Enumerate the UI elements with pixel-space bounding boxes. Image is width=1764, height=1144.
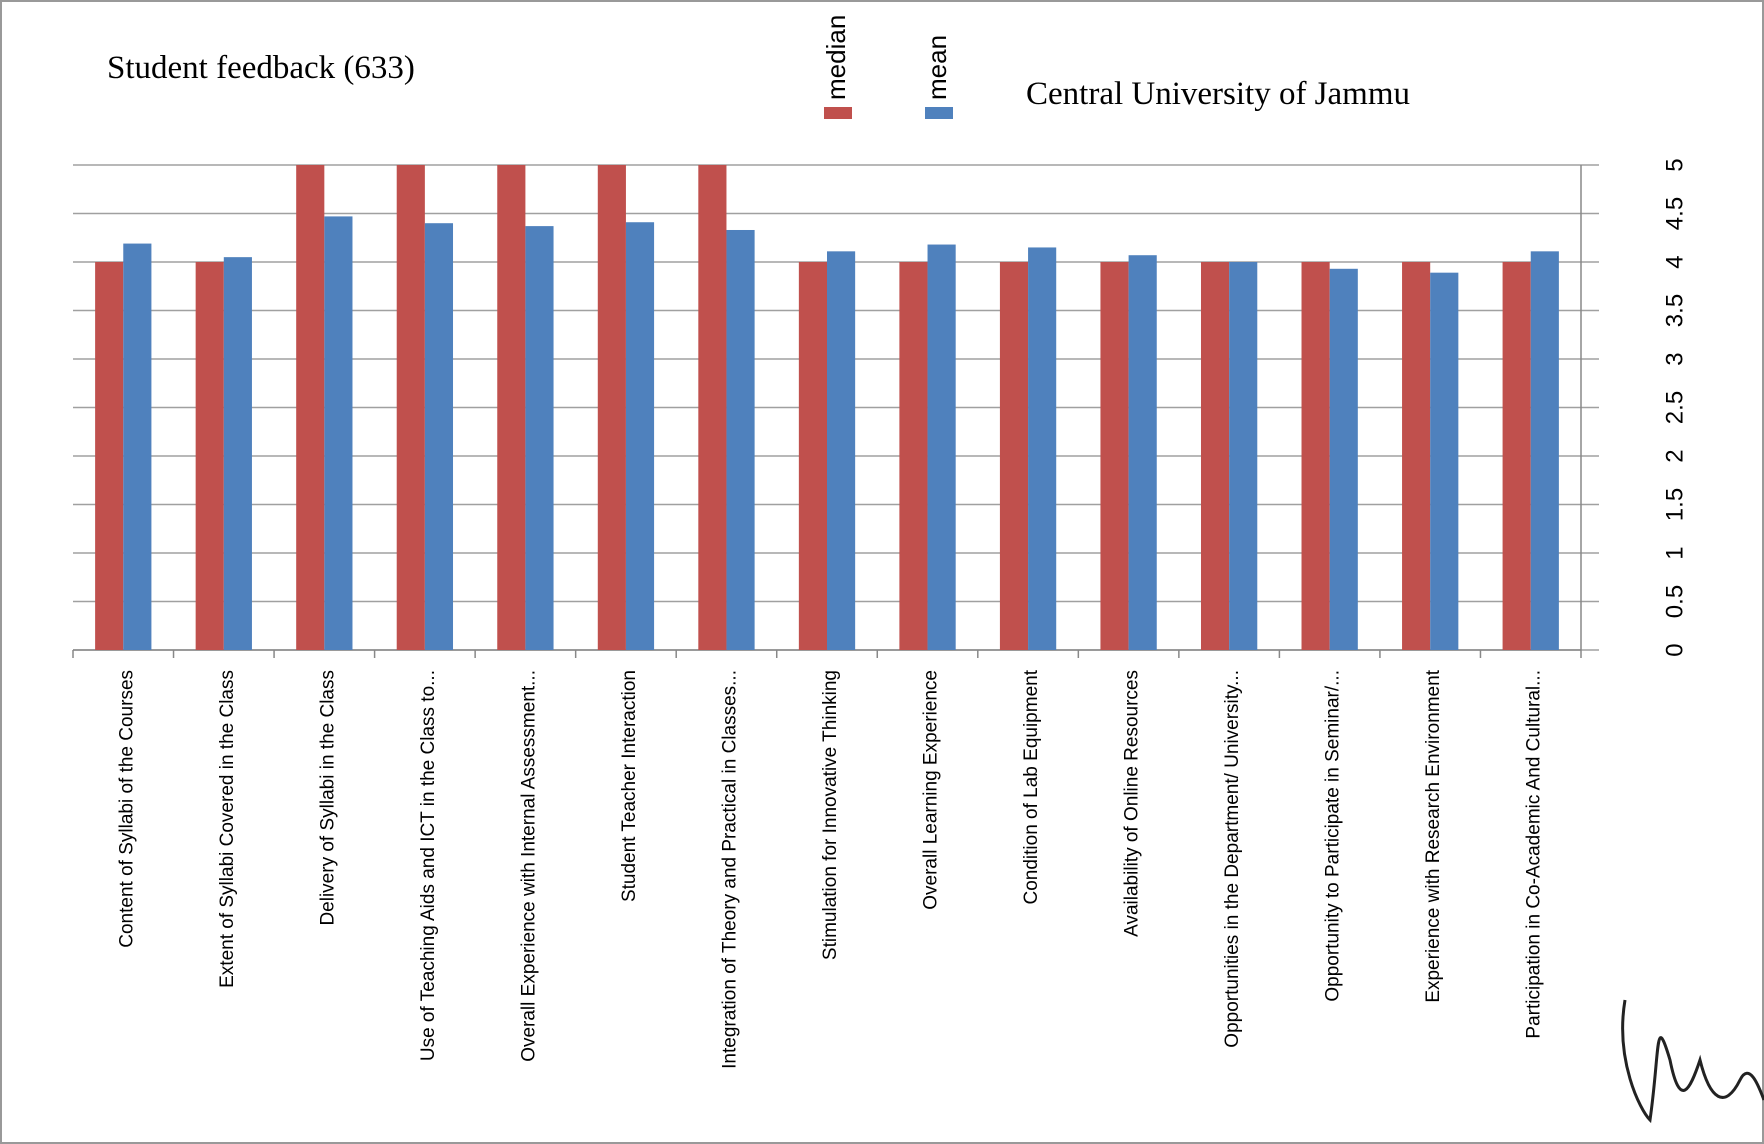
x-tick-label: Participation in Co-Academic And Cultura… (1524, 670, 1545, 1039)
bar (899, 262, 928, 650)
bar (625, 222, 655, 651)
bar (95, 262, 124, 650)
bar (1502, 262, 1531, 650)
bar (1229, 262, 1258, 650)
bar (525, 226, 554, 651)
bar (1128, 255, 1157, 650)
x-tick-label: Student Teacher Interaction (619, 670, 640, 902)
signature (1621, 999, 1764, 1124)
bar (1301, 262, 1330, 650)
annotation: Central University of Jammu (1026, 76, 1410, 112)
bar (1530, 251, 1559, 650)
bar (999, 262, 1029, 650)
x-tick-label: Availability of Online Resources (1122, 670, 1143, 937)
y-tick-label: 2.5 (1661, 391, 1688, 424)
bar (798, 262, 827, 650)
x-tick-label: Use of Teaching Aids and ICT in the Clas… (418, 670, 439, 1061)
legend-swatch (824, 107, 852, 119)
x-tick-label: Condition of Lab Equipment (1021, 669, 1042, 904)
x-tick-label: Experience with Research Environment (1423, 669, 1444, 1002)
bar (396, 165, 425, 650)
y-tick-label: 1.5 (1661, 488, 1688, 521)
y-tick-label: 3.5 (1661, 294, 1688, 327)
bar (927, 244, 956, 651)
bar (1200, 262, 1230, 650)
y-tick-label: 2 (1661, 449, 1688, 462)
bar (1028, 247, 1057, 650)
x-tick-label: Integration of Theory and Practical in C… (719, 670, 740, 1069)
x-tick-label: Opportunities in the Department/ Univers… (1222, 670, 1243, 1048)
y-tick-label: 3 (1661, 352, 1688, 365)
bar (1430, 272, 1459, 650)
bar (195, 262, 224, 650)
x-tick-label: Opportunity to Participate in Seminar/..… (1323, 670, 1344, 1002)
y-tick-label: 0 (1661, 643, 1688, 656)
bar (597, 165, 626, 650)
bar (1100, 262, 1129, 650)
y-tick-label: 0.5 (1661, 585, 1688, 618)
bar (324, 216, 353, 650)
chart-title: Student feedback (633) (107, 50, 415, 86)
bar (1329, 268, 1358, 650)
bar (223, 257, 252, 650)
x-tick-label: Overall Learning Experience (921, 670, 942, 910)
bar (827, 251, 856, 650)
bar (123, 243, 152, 650)
legend-label: mean (922, 35, 952, 100)
bar (424, 223, 454, 650)
bar (1402, 262, 1431, 650)
x-tick-label: Content of Syllabi of the Courses (116, 670, 137, 948)
x-tick-label: Stimulation for Innovative Thinking (820, 670, 841, 960)
y-tick-label: 1 (1661, 546, 1688, 559)
bar (497, 165, 526, 650)
y-tick-label: 4 (1661, 255, 1688, 268)
x-tick-label: Extent of Syllabi Covered in the Class (217, 670, 238, 988)
legend-label: median (821, 15, 851, 100)
legend-swatch (925, 107, 953, 119)
y-tick-label: 4.5 (1661, 197, 1688, 230)
y-tick-label: 5 (1661, 158, 1688, 171)
bar (296, 165, 325, 650)
bar (698, 165, 727, 650)
x-tick-label: Delivery of Syllabi in the Class (317, 670, 338, 926)
bar (726, 229, 755, 651)
x-tick-label: Overall Experience with Internal Assessm… (518, 670, 539, 1062)
